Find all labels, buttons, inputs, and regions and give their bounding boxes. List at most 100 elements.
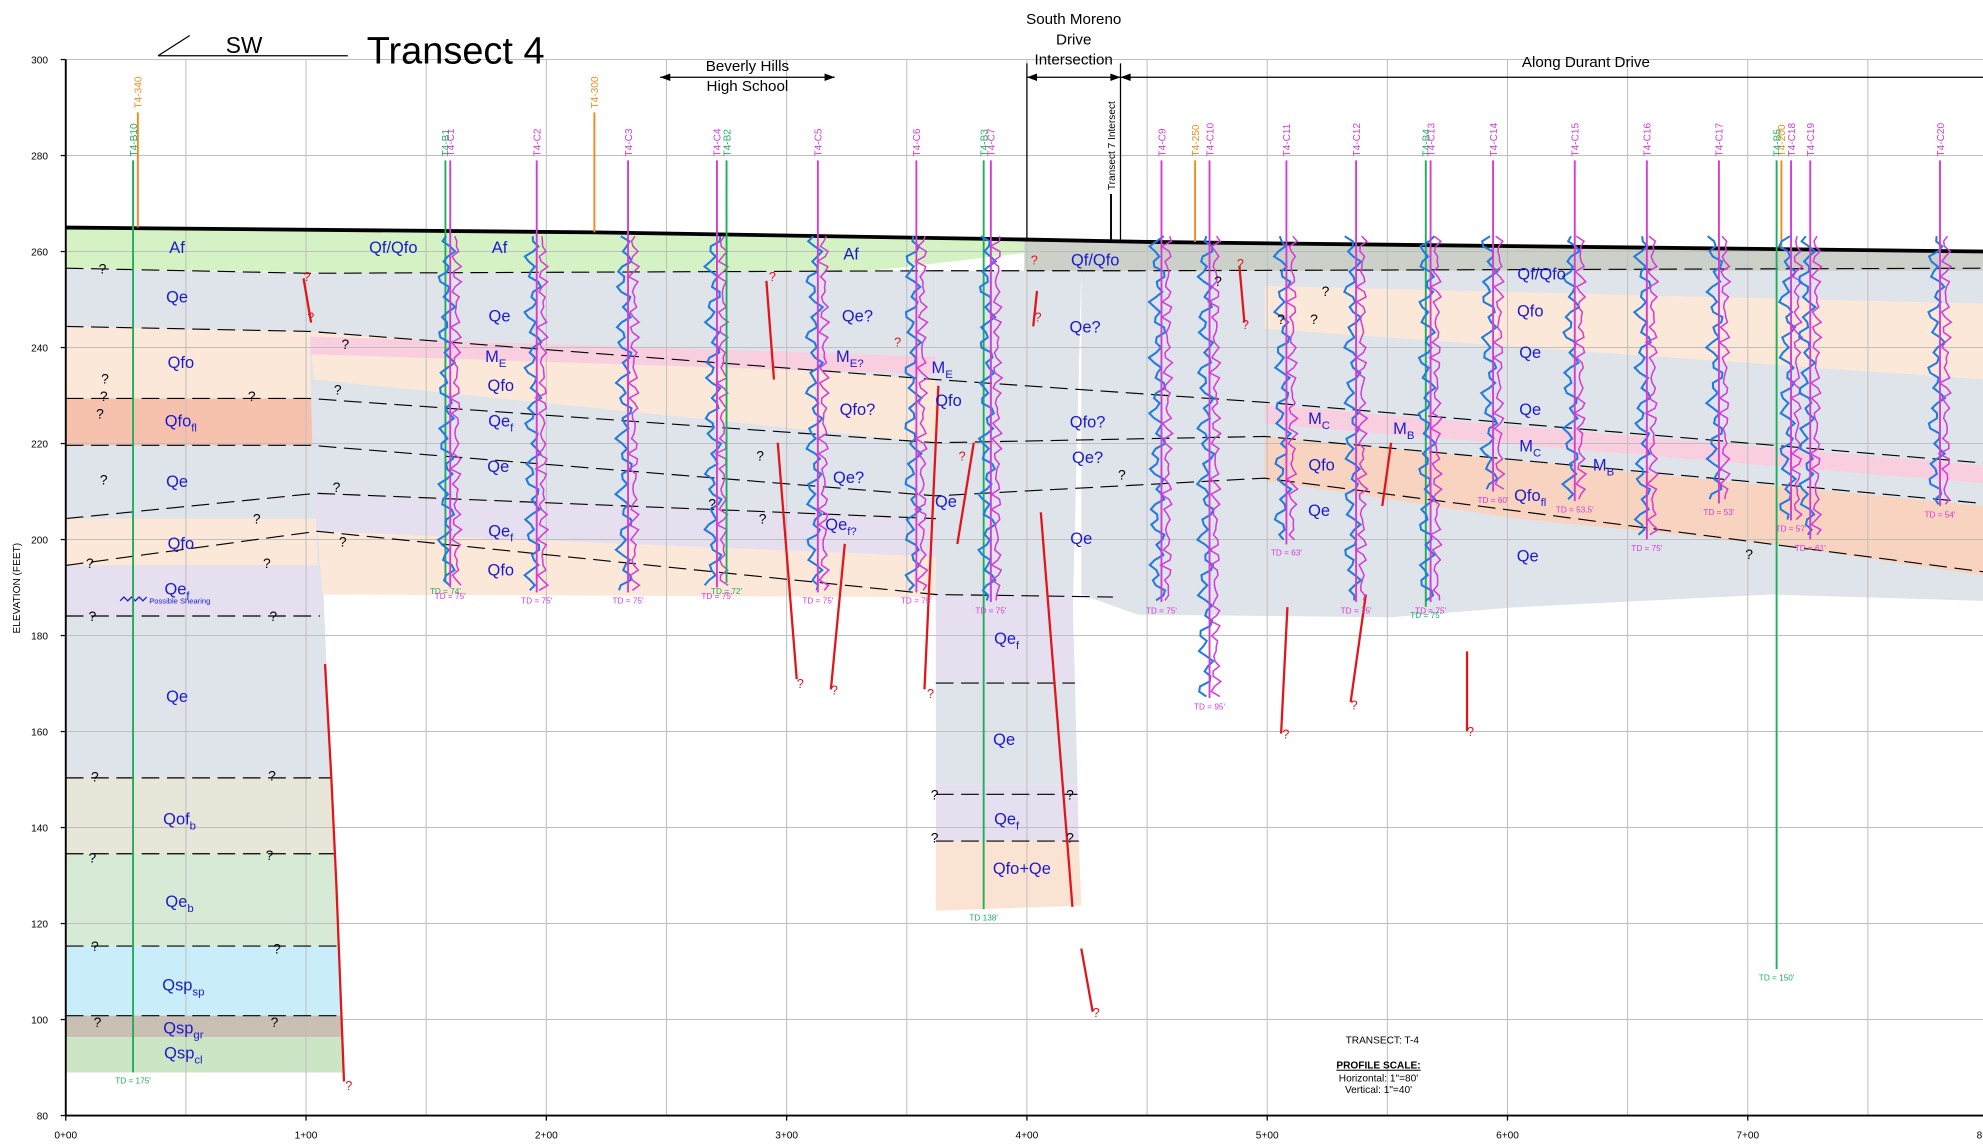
unit-name: Qfo	[168, 354, 194, 372]
annotation: South Moreno	[1026, 11, 1121, 28]
unit-label: Qe	[1517, 548, 1539, 566]
unit-label: Qe	[489, 307, 511, 325]
unit-name: Qe	[935, 493, 957, 511]
unit-name: Qfo	[165, 412, 192, 430]
query-mark: ?	[931, 786, 939, 802]
query-mark: ?	[341, 336, 349, 352]
query-mark: ?	[99, 260, 107, 276]
td-label: TD = 75'	[1631, 544, 1662, 553]
unit-label: Qe	[935, 493, 957, 511]
td-label: TD = 175'	[115, 1077, 151, 1086]
unit-subscript: E	[499, 358, 507, 370]
unit-label: Af	[492, 239, 508, 257]
boring-label: T4-C20	[1936, 122, 1947, 156]
query-mark: ?	[100, 388, 108, 404]
unit-name: M	[1519, 438, 1533, 456]
unit-qe	[936, 271, 1081, 626]
query-mark: ?	[333, 479, 341, 495]
unit-name: Qfo?	[1070, 414, 1106, 432]
td-label: TD = 75'	[1415, 606, 1446, 615]
td-label: TD = 75'	[802, 597, 833, 606]
arrow-head	[1120, 73, 1130, 81]
query-mark: ?	[263, 555, 271, 571]
unit-label: Qfo?	[1070, 414, 1106, 432]
unit-subscript: E?	[850, 358, 864, 370]
unit-name: M	[1593, 457, 1607, 475]
cross-section: 801001201401601802002202402602803000+001…	[0, 0, 1983, 1146]
unit-label: Qfo	[935, 392, 962, 410]
unit-name: Qe	[1519, 344, 1541, 362]
unit-label: Af	[843, 245, 859, 263]
query-mark: ?	[931, 829, 939, 845]
boring-label: T4-C9	[1157, 128, 1168, 156]
td-label: TD = 95'	[1194, 702, 1225, 711]
boring-label: T4-C15	[1571, 122, 1582, 156]
unit-label: Qe	[993, 731, 1015, 749]
td-label: TD = 75'	[1146, 606, 1177, 615]
td-label: TD = 75'	[901, 597, 932, 606]
y-tick-label: 260	[31, 247, 48, 258]
td-label: TD = 63'	[1271, 549, 1302, 558]
query-mark: ?	[894, 336, 901, 350]
unit-name: Qf/Qfo	[1071, 252, 1119, 270]
boring-label: T4-B5	[1772, 129, 1783, 157]
unit-name: M	[1393, 420, 1407, 438]
query-mark: ?	[759, 511, 767, 527]
query-mark: ?	[1066, 829, 1074, 845]
y-tick-label: 240	[31, 343, 48, 354]
annotation: High School	[707, 78, 789, 95]
unit-label: Af	[169, 239, 185, 257]
boring-label: Transect 7 Intersect	[1107, 101, 1118, 190]
geologic-units	[66, 229, 1983, 1073]
x-tick-label: 6+00	[1496, 1130, 1519, 1141]
unit-subscript: fl	[1541, 497, 1547, 509]
boring-label: T4-C1	[446, 128, 457, 156]
unit-qspsp	[66, 946, 342, 1016]
query-mark: ?	[268, 767, 276, 783]
y-tick-label: 100	[31, 1015, 48, 1026]
annotation: Vertical: 1"=40'	[1345, 1085, 1412, 1096]
boring-label: T4-C10	[1205, 122, 1216, 156]
query-mark: ?	[756, 447, 764, 463]
annotation: Drive	[1056, 31, 1091, 48]
x-tick-label: 4+00	[1016, 1130, 1039, 1141]
boring-label: T4-C2	[533, 128, 544, 156]
unit-label: Qe?	[833, 469, 864, 487]
unit-name: Qof	[163, 811, 190, 829]
unit-name: M	[932, 359, 946, 377]
unit-name: Qe	[165, 893, 187, 911]
unit-label: Qf/Qfo	[369, 239, 417, 257]
query-mark: ?	[269, 608, 277, 624]
unit-name: Qe	[166, 688, 188, 706]
y-tick-label: 80	[37, 1111, 49, 1122]
unit-subscript: b	[190, 821, 196, 833]
query-mark: ?	[1118, 466, 1126, 482]
unit-name: Qf/Qfo	[1517, 266, 1565, 284]
unit-name: Qfo	[1308, 457, 1335, 475]
query-mark: ?	[101, 370, 109, 386]
query-mark: ?	[1034, 310, 1041, 324]
unit-label: Qe?	[1070, 319, 1101, 337]
unit-subscript: cl	[194, 1055, 202, 1067]
unit-subscript: f?	[847, 526, 857, 538]
unit-label: Qe	[166, 288, 188, 306]
unit-name: Qf/Qfo	[369, 239, 417, 257]
query-mark: ?	[86, 555, 94, 571]
unit-subscript: fl	[191, 422, 197, 434]
td-label: TD = 75'	[521, 597, 552, 606]
query-mark: ?	[304, 270, 311, 284]
unit-name: Qe	[164, 580, 186, 598]
unit-name: Qfo	[1517, 302, 1544, 320]
annotation: Beverly Hills	[706, 58, 790, 75]
query-mark: ?	[1237, 257, 1244, 271]
y-tick-label: 200	[31, 535, 48, 546]
annotation: Intersection	[1035, 52, 1113, 69]
x-tick-label: 5+00	[1256, 1130, 1279, 1141]
query-mark: ?	[339, 533, 347, 549]
boring-label: T4-B2	[722, 129, 733, 157]
unit-name: Qe	[1308, 502, 1330, 520]
unit-name: Qe	[166, 473, 188, 491]
unit-name: Qfo	[488, 562, 515, 580]
td-label: TD 138'	[969, 914, 998, 923]
unit-name: Qe?	[1070, 319, 1101, 337]
